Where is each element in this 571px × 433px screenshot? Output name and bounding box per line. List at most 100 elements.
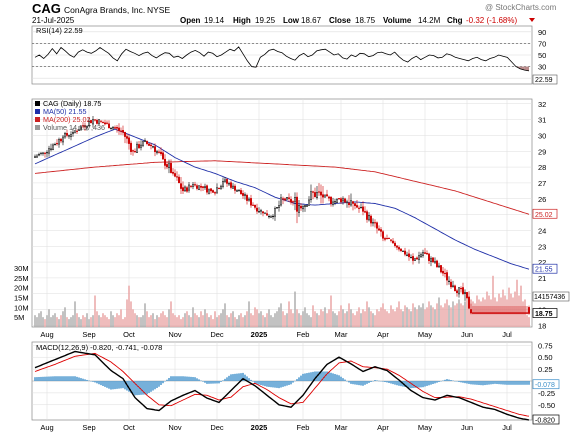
volume-bar (286, 313, 288, 327)
macd-tick-label: -0.50 (538, 401, 555, 410)
histogram-bar (84, 379, 86, 381)
volume-bar (88, 319, 90, 327)
histogram-bar (186, 376, 188, 381)
volume-bar (284, 315, 286, 327)
volume-bar (100, 317, 102, 327)
macd-badge-text: -0.078 (535, 382, 555, 389)
histogram-bar (272, 381, 274, 388)
candle-body (330, 196, 332, 204)
histogram-bar (140, 381, 142, 395)
price-panel-frame (31, 98, 533, 328)
volume-bar (176, 317, 178, 327)
candle-body (274, 208, 276, 217)
histogram-bar (464, 381, 466, 384)
candle-body (468, 296, 470, 309)
histogram-bar (450, 380, 452, 381)
date-label: 21-Jul-2025 (32, 16, 75, 25)
volume-bar (136, 315, 138, 327)
volume-bar (192, 307, 194, 327)
macd-tick-label: -0.25 (538, 389, 555, 398)
candle-body (472, 312, 474, 314)
histogram-bar (320, 371, 322, 381)
price-x-label: May (418, 330, 432, 339)
watermark: @ StockCharts.com (485, 3, 557, 12)
histogram-bar (42, 376, 44, 381)
rsi-value-badge: 22.59 (532, 74, 558, 85)
histogram-bar (314, 371, 316, 381)
candle-body (414, 258, 416, 261)
candle-body (490, 312, 492, 314)
price-x-label: Oct (123, 330, 136, 339)
price-tick-label: 22 (538, 258, 546, 267)
macd-x-label: Jun (461, 423, 473, 432)
candle-body (408, 253, 410, 258)
volume-bar (34, 315, 36, 327)
candle-body (144, 140, 146, 142)
candle-body (118, 127, 120, 131)
histogram-bar (116, 381, 118, 389)
histogram-bar (94, 381, 96, 383)
candle-body (258, 211, 260, 213)
candle-body (380, 229, 382, 232)
macd-badge-box (532, 414, 560, 425)
volume-bar (354, 315, 356, 327)
candle-body (518, 312, 520, 314)
candle-body (344, 198, 346, 203)
candle-body (508, 312, 510, 314)
histogram-bar (48, 376, 50, 381)
ma200-path (34, 160, 530, 215)
candle-body (84, 125, 86, 128)
candle-body (294, 197, 296, 203)
histogram-bar (504, 381, 506, 385)
volume-bar (228, 317, 230, 327)
price-tick-label: 32 (538, 100, 546, 109)
volume-bar (388, 313, 390, 327)
volume-bar (314, 311, 316, 327)
volume-bar (312, 305, 314, 327)
histogram-bar (184, 376, 186, 381)
candle-body (230, 182, 232, 188)
candle-body (428, 253, 430, 261)
volume-bar (222, 309, 224, 327)
histogram-bar (144, 381, 146, 395)
price-x-axis: Aug Sep Oct Nov Dec 2025 Feb Mar Apr May Jun Jul (40, 330, 512, 339)
volume-bar (290, 309, 292, 327)
volume-bar (76, 313, 78, 327)
histogram-bar (486, 381, 488, 385)
volume-bar (304, 307, 306, 327)
histogram-bar (286, 381, 288, 386)
volume-bar (274, 313, 276, 327)
candle-body (352, 201, 354, 204)
price-tick-label: 31 (538, 116, 546, 125)
volume-bar (334, 313, 336, 327)
candle-body (98, 119, 100, 125)
volume-bar (266, 313, 268, 327)
candle-body (128, 137, 130, 144)
histogram-bar (122, 381, 124, 389)
candle-body (120, 130, 122, 132)
candle-body (484, 312, 486, 314)
volume-bar (208, 317, 210, 327)
volume-bar (70, 317, 72, 327)
volume-bar (182, 317, 184, 327)
candle-body (442, 270, 444, 274)
candle-body (112, 127, 114, 129)
candle-body (300, 205, 302, 209)
volume-bar (452, 301, 454, 327)
volume-bar (370, 311, 372, 327)
legend-label: Volume 14,157,436 (43, 123, 105, 132)
histogram-bar (110, 381, 112, 390)
volume-bar (194, 313, 196, 327)
histogram-bar (428, 381, 430, 386)
histogram-bar (218, 381, 220, 384)
rsi-badge-text: 22.59 (535, 77, 553, 84)
macd-x-label: 2025 (251, 423, 268, 432)
candle-body (310, 191, 312, 200)
volume-bar (350, 309, 352, 327)
candle-body (500, 312, 502, 314)
volume-bar (130, 301, 132, 327)
candle-body (202, 186, 204, 188)
candle-body (386, 238, 388, 240)
volume-bar (158, 317, 160, 327)
